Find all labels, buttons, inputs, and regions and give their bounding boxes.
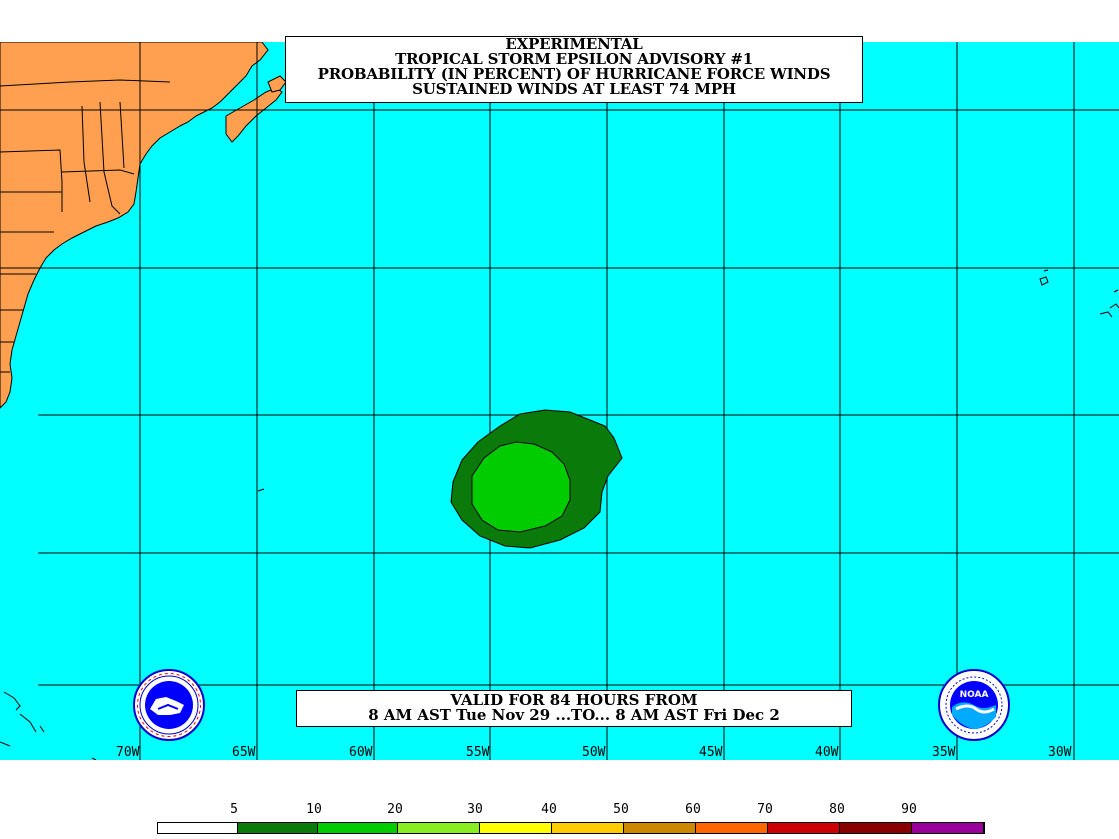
legend-label-50: 50 xyxy=(613,802,629,817)
political-borders xyxy=(0,79,171,373)
lon-label-35w: 35W xyxy=(932,745,956,760)
lon-label-45w: 45W xyxy=(699,745,723,760)
legend-swatch-4 xyxy=(480,823,552,833)
nws-logo xyxy=(132,669,206,741)
valid-line-2: 8 AM AST Tue Nov 29 ...TO... 8 AM AST Fr… xyxy=(368,706,780,724)
legend-label-5: 5 xyxy=(230,802,238,817)
lon-label-40w: 40W xyxy=(815,745,839,760)
legend-swatch-6 xyxy=(624,823,696,833)
legend-swatch-2 xyxy=(318,823,398,833)
valid-period-box: VALID FOR 84 HOURS FROM 8 AM AST Tue Nov… xyxy=(296,690,852,727)
ocean xyxy=(0,42,1119,760)
svg-text:NOAA: NOAA xyxy=(960,690,989,700)
lon-label-70w: 70W xyxy=(116,745,140,760)
noaa-emblem-icon: NOAA xyxy=(938,669,1010,741)
lon-label-60w: 60W xyxy=(349,745,373,760)
title-line-1: EXPERIMENTAL xyxy=(505,35,643,53)
nws-emblem-icon xyxy=(133,669,205,741)
legend-label-90: 90 xyxy=(901,802,917,817)
legend-label-40: 40 xyxy=(541,802,557,817)
legend-label-80: 80 xyxy=(829,802,845,817)
legend-color-bar xyxy=(157,822,985,834)
legend-swatch-10 xyxy=(912,823,984,833)
island-bermuda xyxy=(257,488,265,492)
lon-label-30w: 30W xyxy=(1048,745,1072,760)
lon-label-50w: 50W xyxy=(582,745,606,760)
legend-label-30: 30 xyxy=(467,802,483,817)
legend-swatch-7 xyxy=(696,823,768,833)
lon-label-65w: 65W xyxy=(232,745,256,760)
longitude-grid xyxy=(139,42,1075,760)
legend-swatch-1 xyxy=(238,823,318,833)
title-box: EXPERIMENTAL TROPICAL STORM EPSILON ADVI… xyxy=(285,36,863,103)
land-nova-scotia xyxy=(225,87,283,143)
legend-label-10: 10 xyxy=(306,802,322,817)
islands-azores xyxy=(1039,269,1119,318)
legend-swatch-5 xyxy=(552,823,624,833)
legend-swatch-9 xyxy=(840,823,912,833)
prob-contour-10-20 xyxy=(471,441,571,533)
probability-map xyxy=(0,42,1119,760)
title-line-2: TROPICAL STORM EPSILON ADVISORY #1 xyxy=(395,50,753,68)
land-north-america xyxy=(0,42,269,409)
islands-caribbean xyxy=(0,691,97,760)
title-line-3: PROBABILITY (IN PERCENT) OF HURRICANE FO… xyxy=(317,65,831,83)
legend-swatch-8 xyxy=(768,823,840,833)
title-line-4: SUSTAINED WINDS AT LEAST 74 MPH xyxy=(412,80,736,98)
lon-label-55w: 55W xyxy=(466,745,490,760)
noaa-logo: NOAA xyxy=(938,669,1010,741)
land-cape-breton xyxy=(267,75,287,93)
legend-label-20: 20 xyxy=(387,802,403,817)
legend-label-70: 70 xyxy=(757,802,773,817)
legend-label-60: 60 xyxy=(685,802,701,817)
valid-line-1: VALID FOR 84 HOURS FROM xyxy=(450,691,698,709)
legend-swatch-3 xyxy=(398,823,480,833)
legend-swatch-0 xyxy=(158,823,238,833)
